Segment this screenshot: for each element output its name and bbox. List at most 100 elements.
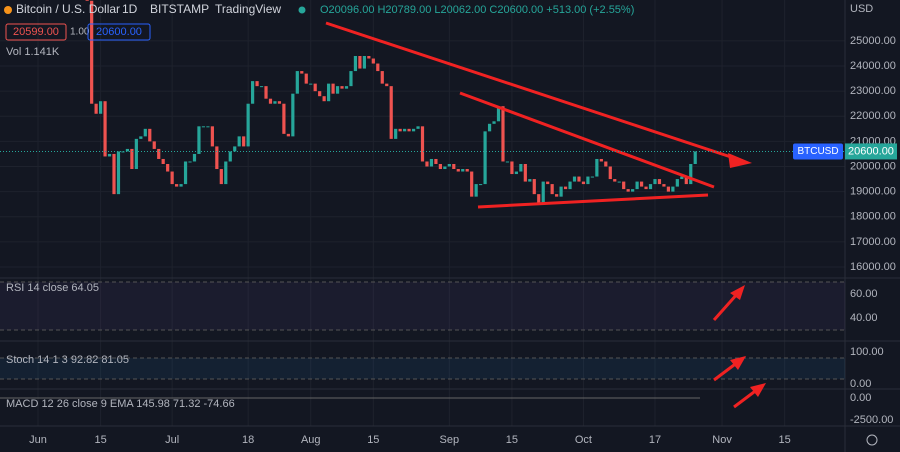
candle (617, 181, 621, 183)
candle (255, 81, 259, 87)
candle (693, 151, 697, 164)
candle (179, 184, 183, 187)
candle (139, 136, 143, 139)
candle (631, 189, 635, 192)
candle (291, 93, 295, 137)
candle (224, 161, 228, 185)
candle (219, 169, 223, 185)
candle (680, 176, 684, 180)
stoch-band (0, 358, 845, 379)
candle (555, 194, 559, 197)
y-tick-label: 22000.00 (850, 110, 896, 122)
candle (264, 86, 268, 99)
grid (0, 0, 845, 426)
candle (277, 101, 282, 104)
spread: 1.00 (70, 27, 90, 38)
candle (653, 179, 657, 185)
candle (237, 136, 241, 147)
x-tick-label: Jul (165, 434, 179, 446)
candle (572, 176, 577, 182)
candle (420, 126, 425, 162)
last-price: 20600.00 (848, 145, 894, 157)
candle (152, 141, 156, 149)
candle (541, 181, 545, 205)
macd-tick: 0.00 (850, 392, 871, 404)
bid-box[interactable] (5, 23, 67, 41)
candle (648, 184, 653, 190)
candle (103, 101, 107, 157)
candle (318, 91, 322, 97)
arrow (712, 292, 740, 321)
candle (546, 181, 550, 185)
x-tick-label: Sep (440, 434, 460, 446)
candle (483, 131, 487, 185)
candle (590, 176, 594, 178)
candle (456, 169, 460, 172)
status-dot (298, 6, 306, 14)
ask-box[interactable] (87, 23, 151, 41)
candle (367, 56, 371, 59)
candle (501, 106, 505, 162)
candle (644, 186, 648, 190)
stoch-tick: 0.00 (850, 378, 871, 390)
candle (407, 128, 411, 132)
ohlc: O20096.00 H20789.00 L20062.00 C20600.00 … (320, 4, 634, 16)
y-tick-label: 18000.00 (850, 211, 896, 223)
candle (479, 184, 483, 186)
candle (626, 189, 630, 192)
trend-line (477, 193, 709, 209)
candle (344, 86, 349, 89)
candle (206, 126, 210, 128)
candle (268, 98, 273, 104)
x-tick-label: 17 (649, 434, 661, 446)
candle (130, 148, 134, 170)
candle (403, 128, 407, 132)
x-tick-label: Aug (301, 434, 321, 446)
candle (434, 158, 438, 164)
candle (496, 106, 501, 122)
candle (385, 83, 389, 87)
candle (487, 123, 492, 132)
candle (340, 86, 344, 89)
candle (148, 128, 152, 142)
candle (300, 71, 304, 74)
candle (447, 163, 451, 167)
interval[interactable]: 1D (122, 2, 138, 16)
candle (411, 128, 416, 132)
rsi-label: RSI 14 close 64.05 (6, 282, 99, 294)
candle (251, 81, 255, 104)
candle (523, 163, 527, 182)
candle (416, 126, 420, 129)
candle (295, 71, 299, 94)
candle (259, 86, 264, 88)
candle (157, 148, 161, 159)
symbol-icon (4, 6, 12, 14)
trend-line (325, 21, 741, 162)
candle (304, 73, 308, 84)
candle (604, 161, 608, 167)
candle (335, 86, 340, 94)
arrow-head (730, 356, 746, 370)
candle (107, 153, 112, 157)
trend-line (459, 91, 715, 189)
candle (188, 161, 192, 163)
candle (425, 161, 429, 167)
candle (116, 151, 121, 195)
candle (246, 103, 250, 147)
y-tick-label: 24000.00 (850, 60, 896, 72)
candle (197, 126, 201, 154)
candle (362, 56, 366, 69)
x-tick-label: 15 (94, 434, 106, 446)
y-tick-label: 16000.00 (850, 261, 896, 273)
x-tick-label: Jun (29, 434, 47, 446)
candle (380, 71, 384, 84)
macd-label: MACD 12 26 close 9 EMA 145.98 71.32 -74.… (6, 398, 235, 410)
candle (492, 121, 496, 124)
candle (550, 184, 554, 195)
candle (98, 101, 103, 114)
stoch-label: Stoch 14 1 3 92.82 81.05 (6, 354, 129, 366)
candle (662, 184, 666, 187)
candle (519, 163, 523, 172)
settings-icon[interactable] (866, 434, 878, 446)
